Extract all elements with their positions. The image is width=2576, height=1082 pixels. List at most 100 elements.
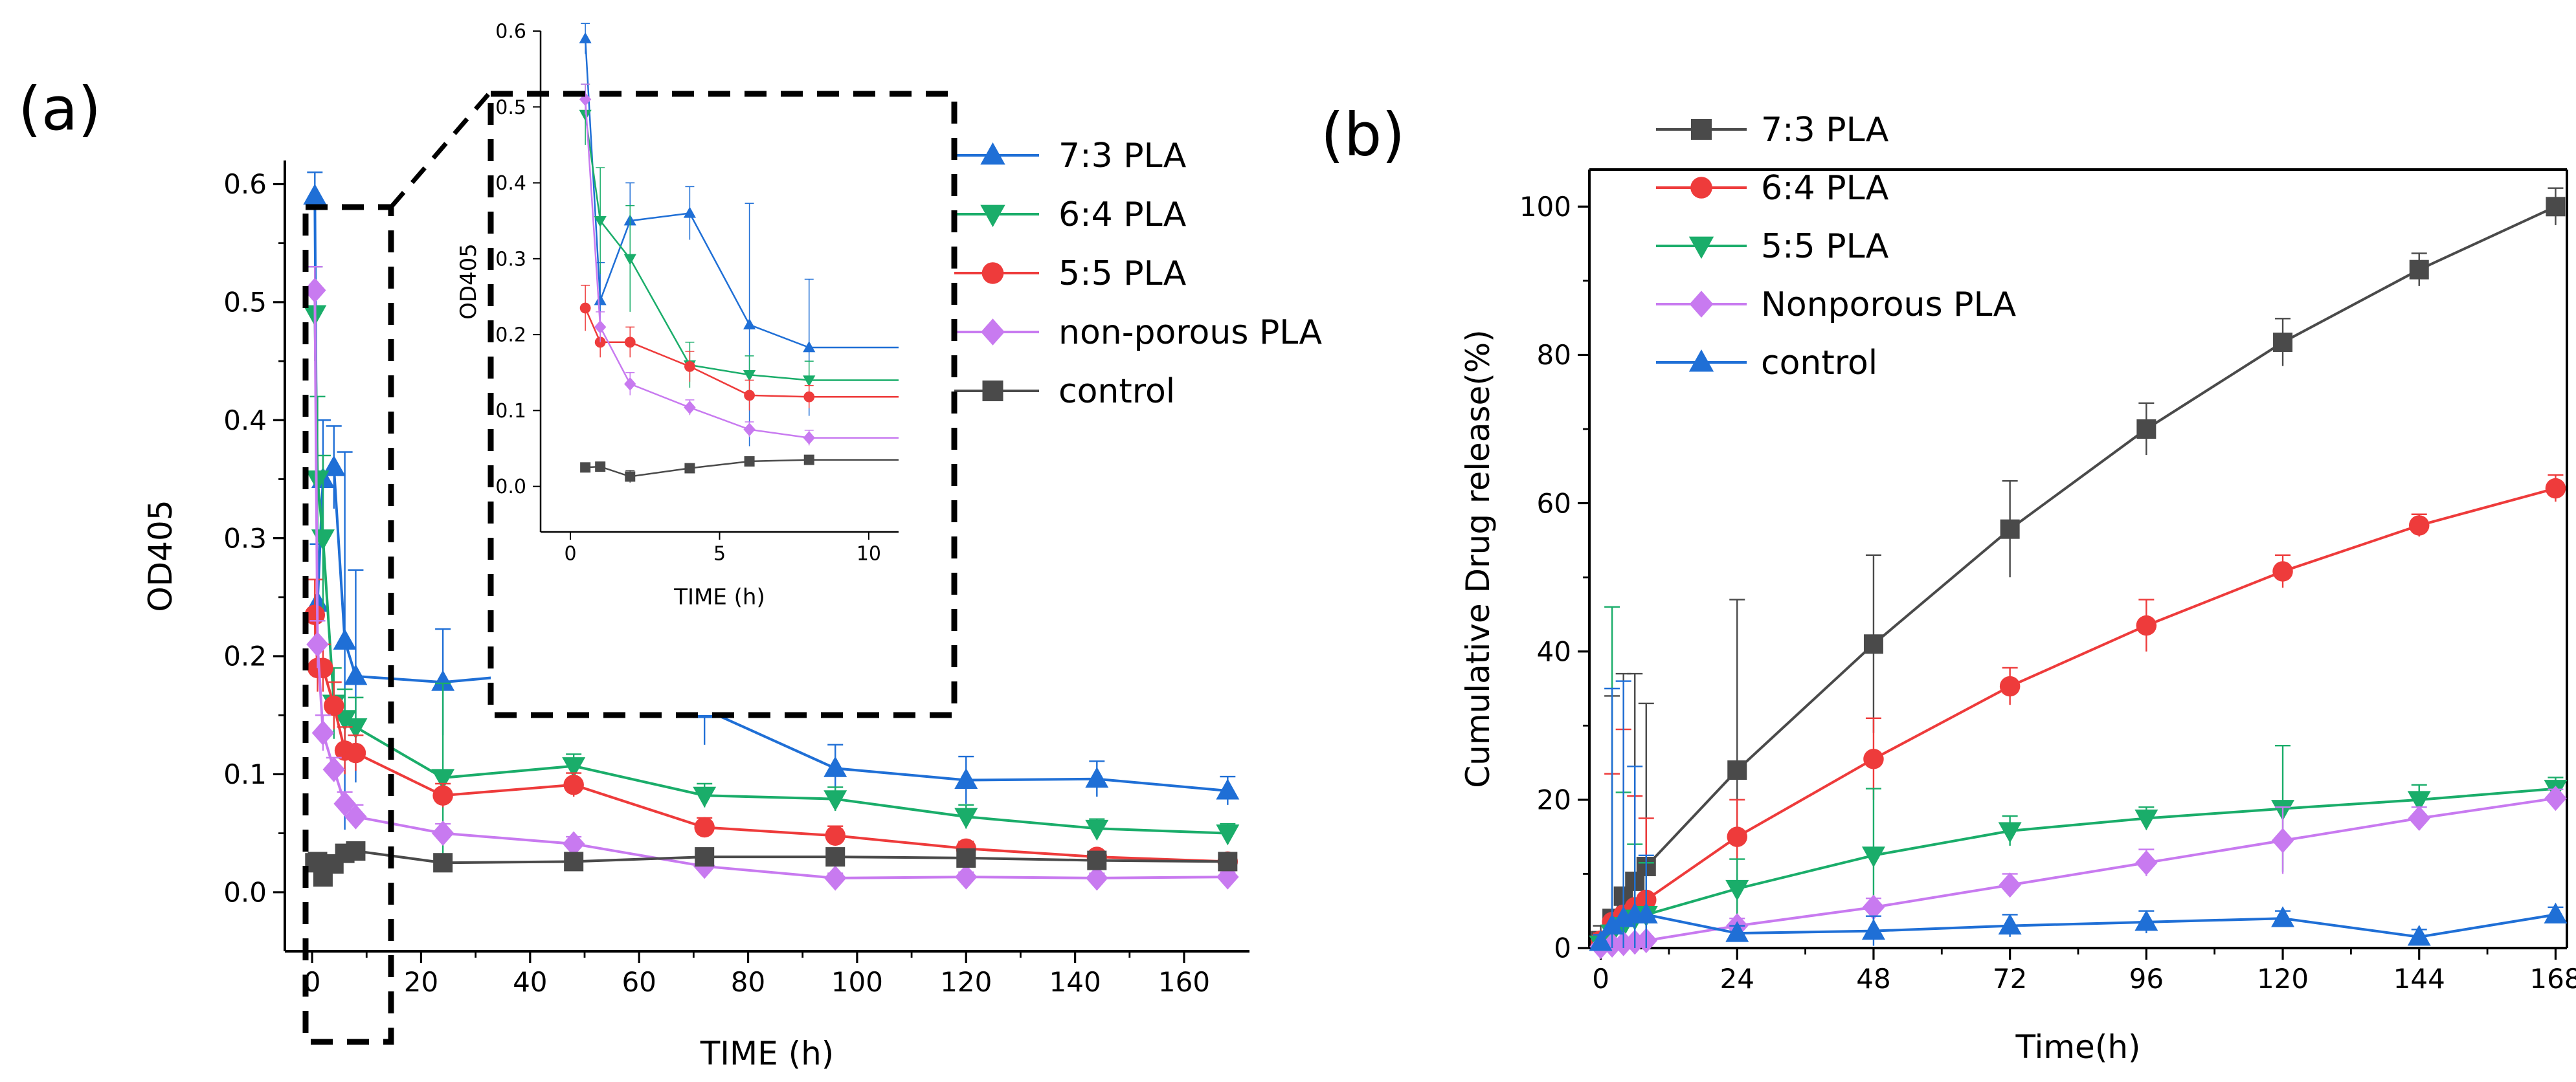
a-data-point xyxy=(344,664,368,685)
a-inset-data-point xyxy=(683,206,697,218)
a-data-point xyxy=(333,628,357,650)
b-x-tick-label: 96 xyxy=(2129,963,2164,995)
a-data-point xyxy=(344,804,367,830)
b-data-point xyxy=(1727,826,1748,847)
b-data-point xyxy=(1861,846,1885,868)
b-data-point xyxy=(2134,810,2158,831)
a-x-tick-label: 80 xyxy=(731,966,765,998)
a-y-axis-label: OD405 xyxy=(142,500,179,612)
a-inset-data-point xyxy=(580,462,591,473)
a-legend-label: 7:3 PLA xyxy=(1058,137,1187,175)
b-data-point xyxy=(2273,332,2293,352)
a-data-point xyxy=(1085,819,1109,841)
b-x-tick-label: 72 xyxy=(1993,963,2027,995)
a-inset-data-point xyxy=(625,471,636,482)
a-legend-marker xyxy=(980,204,1005,227)
a-data-point xyxy=(825,825,846,846)
b-data-point xyxy=(1999,872,2021,898)
a-legend-label: 6:4 PLA xyxy=(1058,195,1187,234)
b-legend-marker xyxy=(1691,119,1712,140)
b-data-point xyxy=(1634,902,1658,923)
a-inset-data-point xyxy=(803,375,816,387)
b-data-point xyxy=(2271,828,2294,854)
a-data-point xyxy=(1086,865,1108,891)
a-inset-data-point xyxy=(684,463,695,474)
a-inset-y-tick-label: 0.2 xyxy=(495,324,526,347)
a-data-point xyxy=(345,742,366,764)
b-data-point xyxy=(2407,925,2431,946)
a-inset-data-point xyxy=(579,109,592,121)
a-legend-marker xyxy=(980,142,1005,165)
b-legend-label: 7:3 PLA xyxy=(1761,111,1889,149)
a-data-point xyxy=(322,756,346,782)
a-inset-data-point xyxy=(624,337,636,348)
b-x-axis-label: Time(h) xyxy=(2015,1028,2140,1066)
a-inset-x-tick-label: 10 xyxy=(857,543,881,566)
b-data-point xyxy=(1725,921,1749,942)
a-y-tick-label: 0.5 xyxy=(223,287,267,318)
a-y-tick-label: 0.2 xyxy=(223,641,267,672)
a-data-point xyxy=(346,841,366,861)
b-legend-marker xyxy=(1688,236,1714,259)
a-inset-data-point xyxy=(595,461,606,472)
b-legend-marker xyxy=(1690,177,1712,199)
b-data-point xyxy=(2136,615,2157,636)
b-data-point xyxy=(1862,894,1885,920)
a-legend-crop-mask xyxy=(1328,285,1367,356)
a-data-point xyxy=(304,278,326,304)
a-legend-label: non-porous PLA xyxy=(1058,313,1322,352)
a-inset-data-point xyxy=(803,341,816,353)
a-inset-y-tick-label: 0.6 xyxy=(495,21,526,43)
b-series-control xyxy=(1589,680,2568,951)
a-data-point xyxy=(956,848,976,868)
a-inset-y-axis-label: OD405 xyxy=(456,243,482,320)
a-inset-x-tick-label: 5 xyxy=(713,543,726,566)
a-inset-x-axis-label: TIME (h) xyxy=(673,584,765,610)
a-data-point xyxy=(954,808,978,829)
a-inset-data-point xyxy=(684,360,695,372)
b-y-tick-label: 80 xyxy=(1537,339,1571,371)
b-x-tick-label: 24 xyxy=(1720,963,1754,995)
b-data-point xyxy=(1998,913,2022,935)
a-inset-data-point xyxy=(623,254,636,265)
a-inset-data-point xyxy=(594,294,607,305)
panel-b: 0 24 48 72 96 120 144 168 0 20 40 60 80 100 Time(h) Cum… xyxy=(1459,111,2576,1066)
a-data-point xyxy=(431,821,454,846)
a-y-tick-label: 0.6 xyxy=(223,168,267,200)
a-data-point xyxy=(955,864,978,890)
a-data-point xyxy=(1216,778,1240,800)
a-inset-data-point xyxy=(803,431,815,445)
a-inset-series-control xyxy=(580,454,899,483)
panel-b-label: (b) xyxy=(1321,100,1405,170)
b-data-point xyxy=(2544,902,2568,923)
a-x-axis-label: TIME (h) xyxy=(700,1035,834,1072)
a-inset-y-tick-label: 0.4 xyxy=(495,172,526,195)
b-data-point xyxy=(1998,822,2022,843)
a-data-point xyxy=(1087,850,1107,870)
a-data-point xyxy=(695,847,715,867)
a-data-point xyxy=(303,183,327,205)
a-series-non-porous-pla xyxy=(304,265,1239,891)
a-data-point xyxy=(823,790,847,812)
a-inset-data-point xyxy=(579,302,591,314)
a-y-tick-label: 0.0 xyxy=(223,877,267,909)
a-inset-y-tick-label: 0.5 xyxy=(495,96,526,119)
b-data-point xyxy=(1727,760,1747,780)
b-data-point xyxy=(1863,749,1884,769)
a-data-point xyxy=(1216,824,1240,846)
a-data-point xyxy=(954,767,978,789)
a-data-point xyxy=(311,720,335,746)
b-data-point xyxy=(1600,913,1624,935)
b-data-point xyxy=(2271,906,2295,927)
b-data-point xyxy=(2409,259,2429,280)
a-data-point xyxy=(823,756,847,777)
a-series-control xyxy=(305,841,1238,887)
b-data-point xyxy=(2545,478,2566,499)
b-y-tick-label: 40 xyxy=(1537,635,1571,667)
a-legend-label: control xyxy=(1058,372,1175,411)
b-data-point xyxy=(1861,918,1885,940)
a-x-tick-label: 60 xyxy=(622,966,656,998)
a-inset-data-point xyxy=(624,377,636,391)
a-data-point xyxy=(306,632,329,657)
